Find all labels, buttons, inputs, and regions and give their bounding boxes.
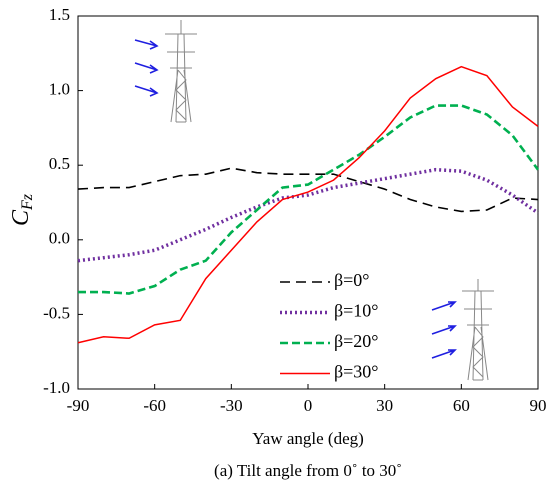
legend-label: β=20° <box>334 331 379 351</box>
x-tick-label: 90 <box>530 396 547 415</box>
x-tick-label: 30 <box>376 396 393 415</box>
y-tick-label: -1.0 <box>43 378 70 397</box>
series-line <box>78 104 540 295</box>
x-tick-label: -30 <box>220 396 243 415</box>
series-line <box>77 65 539 344</box>
x-tick-label: -60 <box>143 396 166 415</box>
series-line <box>77 167 540 263</box>
x-tick-label: 0 <box>304 396 313 415</box>
y-label-main: C <box>8 209 34 226</box>
legend-label: β=10° <box>334 301 379 321</box>
x-tick-label: -90 <box>67 396 90 415</box>
y-axis-label: CFz <box>8 193 36 226</box>
tower-icon <box>431 279 494 381</box>
y-label-sub: Fz <box>19 193 36 211</box>
legend-label: β=0° <box>334 270 370 290</box>
y-tick-label: 0.5 <box>49 154 70 173</box>
tower-icon <box>134 20 197 123</box>
y-tick-label: -0.5 <box>43 303 70 322</box>
series-line <box>77 167 539 213</box>
y-tick-label: 0.0 <box>49 229 70 248</box>
y-tick-label: 1.0 <box>49 80 70 99</box>
x-tick-label: 60 <box>453 396 470 415</box>
x-axis-label: Yaw angle (deg) <box>252 429 364 448</box>
plot-frame <box>77 15 539 390</box>
y-tick-label: 1.5 <box>49 5 70 24</box>
caption: (a) Tilt angle from 0˚ to 30˚ <box>214 461 402 480</box>
legend-label: β=30° <box>334 362 379 382</box>
